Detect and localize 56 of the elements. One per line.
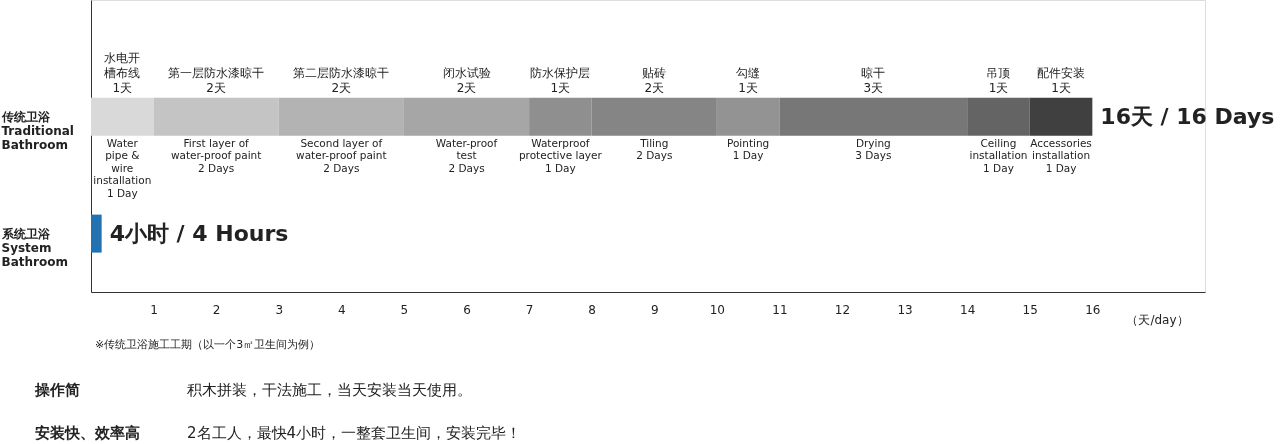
x-tick-label: 14 xyxy=(960,302,976,317)
annotation: First layer of water-proof paint 2 Days xyxy=(170,136,262,174)
y-tick-label: 传统卫浴 Traditional Bathroom xyxy=(0,109,74,152)
text: 积木拼装，干法施工，当天安装当天使用。 xyxy=(187,381,472,399)
x-tick-label: 7 xyxy=(525,302,534,317)
text: 2名工人，最快4小时，一整套卫生间，安装完毕！ xyxy=(187,424,522,442)
series-label: 晾干 xyxy=(861,65,886,80)
x-tick-label: 1 xyxy=(150,302,158,317)
annotation: Accessories installation 1 Day xyxy=(1030,136,1092,174)
data-label: 3天 xyxy=(863,80,884,95)
x-tick-label: 16 xyxy=(1085,302,1101,317)
x-tick-label: 11 xyxy=(772,302,788,317)
y-tick-label: 系统卫浴 System Bathroom xyxy=(0,226,68,269)
x-tick-label: 2 xyxy=(212,302,221,317)
x-tick-label: 6 xyxy=(463,302,471,317)
total-label: 16天 / 16 Days xyxy=(1100,103,1275,129)
series-label: 勾缝 xyxy=(736,65,761,80)
x-tick-label: 8 xyxy=(588,302,596,317)
series-label: 第二层防水漆晾干 xyxy=(293,65,390,80)
series-label: 吊顶 xyxy=(986,65,1011,80)
x-tick-label: 5 xyxy=(400,302,409,317)
series-label: 配件安装 xyxy=(1037,65,1086,80)
annotation: Water pipe & wire installation 1 Day xyxy=(93,136,152,199)
x-tick-label: 12 xyxy=(834,302,851,317)
annotation: Ceiling installation 1 Day xyxy=(969,136,1028,174)
annotation: Drying 3 Days xyxy=(855,136,892,162)
annotation: Pointing 1 Day xyxy=(726,136,770,162)
annotation: Waterproof protective layer 1 Day xyxy=(518,136,603,174)
data-label: 2天 xyxy=(456,80,477,95)
data-label: 1天 xyxy=(1051,80,1071,95)
text: ※传统卫浴施工工期（以一个3㎡卫生间为例） xyxy=(95,338,321,351)
x-tick-label: 9 xyxy=(650,302,659,317)
data-label: 1天 xyxy=(988,80,1009,95)
x-tick-label: 10 xyxy=(709,302,725,317)
series-label: 防水保护层 xyxy=(530,65,591,80)
x-tick-label: 3 xyxy=(275,302,284,317)
data-label: 1天 xyxy=(112,80,133,95)
annotation: Second layer of water-proof paint 2 Days xyxy=(296,136,387,174)
x-axis-title: （天/day） xyxy=(1126,312,1189,327)
data-label: 1天 xyxy=(550,80,571,95)
series-label: 水电开槽布线 xyxy=(104,50,141,80)
annotation: Water-proof test 2 Days xyxy=(435,136,498,174)
series-label: 第一层防水漆晾干 xyxy=(168,65,265,80)
x-tick-label: 13 xyxy=(897,302,913,317)
data-label: 1天 xyxy=(738,80,758,95)
series-label: 闭水试验 xyxy=(442,65,491,80)
x-tick-label: 4 xyxy=(338,302,346,317)
series-label: 贴砖 xyxy=(642,65,667,80)
total-label: 4小时 / 4 Hours xyxy=(109,220,289,246)
text: 操作简 xyxy=(34,381,80,399)
text: 安装快、效率高 xyxy=(35,424,140,442)
data-label: 2天 xyxy=(331,80,352,95)
data-label: 2天 xyxy=(206,80,226,95)
x-tick-label: 15 xyxy=(1022,302,1038,317)
annotation: Tiling 2 Days xyxy=(636,136,673,162)
data-label: 2天 xyxy=(644,80,665,95)
